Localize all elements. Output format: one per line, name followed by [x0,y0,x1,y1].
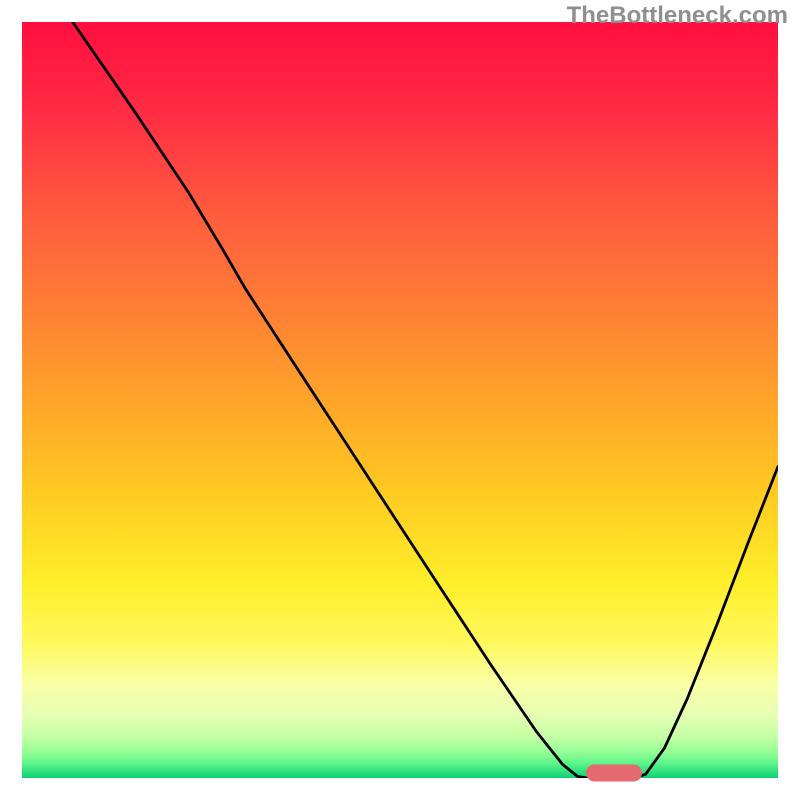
highlight-marker [586,764,642,781]
curve-line [73,22,778,778]
attribution-text: TheBottleneck.com [567,2,788,30]
plot-area [22,22,778,778]
chart-wrapper: TheBottleneck.com [0,0,800,800]
curve-overlay [22,22,778,778]
